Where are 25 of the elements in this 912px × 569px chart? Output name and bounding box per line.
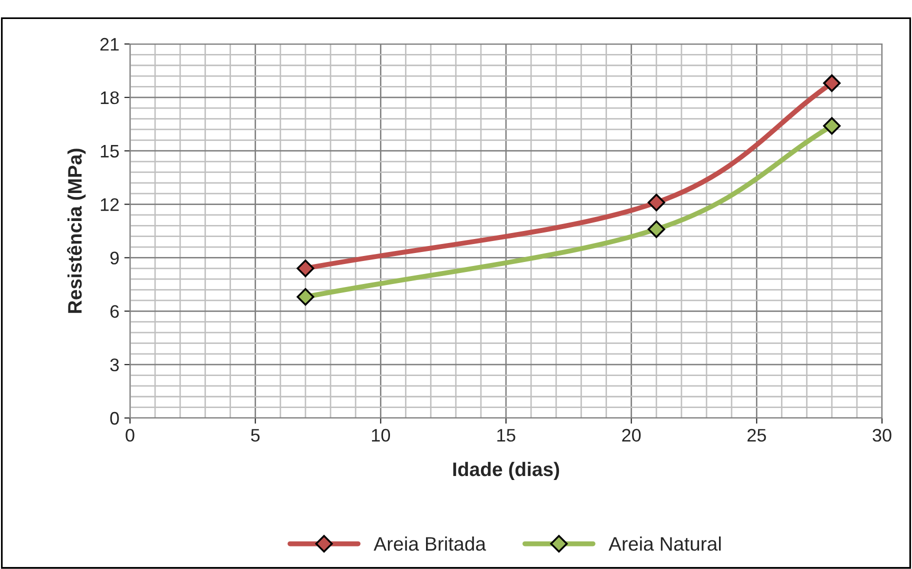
legend-label: Areia Britada [374, 536, 486, 551]
point [296, 260, 314, 278]
point [296, 288, 314, 306]
x-tick-label: 5 [251, 429, 260, 442]
x-tick-label: 15 [497, 429, 516, 442]
y-tick-label: 12 [100, 198, 119, 211]
y-tick-label: 15 [100, 144, 119, 158]
y-tick-label: 9 [110, 252, 119, 264]
y-tick-label: 0 [110, 412, 119, 425]
point [823, 74, 841, 92]
x-axis-title: Idade (dias) [453, 462, 560, 480]
point [648, 194, 666, 212]
y-axis-title: Resistência (MPa) [67, 148, 86, 313]
legend-label: Areia Natural [608, 536, 721, 551]
point [823, 117, 841, 135]
x-tick-label: 25 [748, 428, 766, 442]
x-tick-label: 30 [872, 428, 892, 442]
x-tick-label: 0 [126, 428, 134, 442]
x-tick-label: 20 [622, 428, 641, 442]
y-tick-label: 18 [100, 91, 119, 104]
x-tick-label: 10 [372, 428, 390, 442]
y-tick-label: 21 [100, 38, 119, 51]
point [648, 220, 666, 238]
y-tick-label: 3 [110, 358, 119, 372]
y-tick-label: 6 [110, 305, 119, 318]
